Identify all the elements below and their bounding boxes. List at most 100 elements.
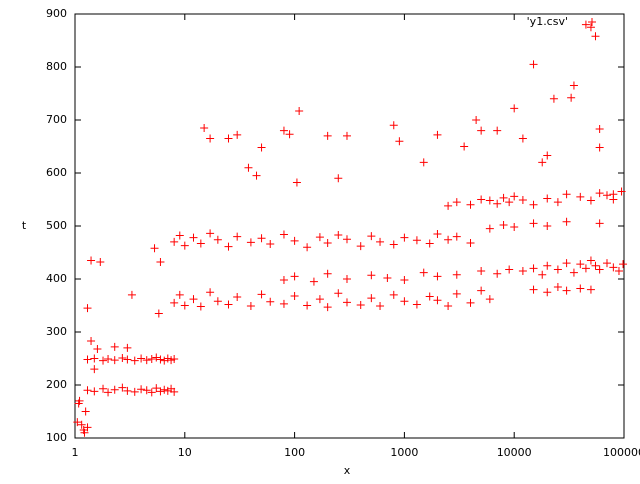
point: [99, 356, 108, 365]
point: [279, 230, 288, 239]
point: [477, 286, 486, 295]
point: [123, 343, 132, 352]
point: [538, 270, 547, 279]
point: [170, 298, 179, 307]
point: [602, 259, 611, 268]
point: [485, 196, 494, 205]
point: [81, 407, 90, 416]
point: [83, 423, 92, 432]
y-tick-label: 100: [46, 431, 67, 444]
point: [586, 23, 595, 32]
point: [206, 134, 215, 143]
point: [412, 236, 421, 245]
point: [595, 219, 604, 228]
point: [518, 267, 527, 276]
point: [87, 337, 96, 346]
point: [147, 355, 156, 364]
point: [233, 232, 242, 241]
point: [90, 365, 99, 374]
point: [367, 294, 376, 303]
point: [279, 126, 288, 135]
point: [425, 292, 434, 301]
point: [160, 385, 169, 394]
point: [493, 126, 502, 135]
point: [614, 267, 623, 276]
point: [290, 272, 299, 281]
point: [562, 286, 571, 295]
point: [419, 158, 428, 167]
point: [367, 232, 376, 241]
y-tick-label: 200: [46, 378, 67, 391]
point: [595, 189, 604, 198]
point: [290, 236, 299, 245]
point: [200, 123, 209, 132]
point: [576, 192, 585, 201]
point: [303, 243, 312, 252]
point: [87, 256, 96, 265]
point: [562, 190, 571, 199]
point: [433, 229, 442, 238]
point: [315, 233, 324, 242]
point: [303, 301, 312, 310]
point: [213, 235, 222, 244]
point: [529, 60, 538, 69]
point: [586, 256, 595, 265]
point: [602, 191, 611, 200]
point: [400, 276, 409, 285]
point: [342, 298, 351, 307]
point: [90, 387, 99, 396]
point: [567, 93, 576, 102]
point: [595, 143, 604, 152]
point: [586, 196, 595, 205]
x-tick-label: 10: [178, 446, 192, 459]
point: [244, 163, 253, 172]
point: [543, 261, 552, 270]
point: [130, 387, 139, 396]
point: [252, 171, 261, 180]
point: [118, 353, 127, 362]
point: [591, 32, 600, 41]
point: [285, 130, 294, 139]
point: [477, 126, 486, 135]
point: [334, 231, 343, 240]
point: [290, 291, 299, 300]
point: [356, 300, 365, 309]
point: [591, 261, 600, 270]
point: [342, 275, 351, 283]
point: [163, 354, 172, 363]
legend-label: 'y1.csv': [527, 15, 568, 28]
point: [323, 303, 332, 312]
point: [142, 386, 151, 395]
point: [543, 151, 552, 160]
point: [160, 356, 169, 365]
point: [75, 396, 84, 405]
point: [295, 106, 304, 115]
point: [170, 355, 179, 364]
point: [77, 420, 86, 429]
point: [510, 223, 519, 232]
point: [130, 356, 139, 365]
point: [433, 296, 442, 305]
point: [180, 241, 189, 250]
point: [224, 134, 233, 143]
point: [323, 269, 332, 278]
point: [553, 198, 562, 207]
y-tick-label: 300: [46, 325, 67, 338]
point: [452, 198, 461, 207]
point: [175, 231, 184, 240]
point: [156, 355, 165, 364]
legend-marker: [588, 18, 596, 26]
point: [472, 116, 481, 124]
point: [163, 386, 172, 395]
point: [83, 386, 92, 395]
point: [104, 355, 113, 364]
point: [224, 300, 233, 309]
point: [493, 269, 502, 278]
x-tick-label: 1000: [390, 446, 418, 459]
point: [142, 356, 151, 365]
x-tick-label: 1: [72, 446, 79, 459]
point: [400, 233, 409, 242]
point: [562, 217, 571, 226]
point: [477, 195, 486, 204]
point: [529, 264, 538, 273]
